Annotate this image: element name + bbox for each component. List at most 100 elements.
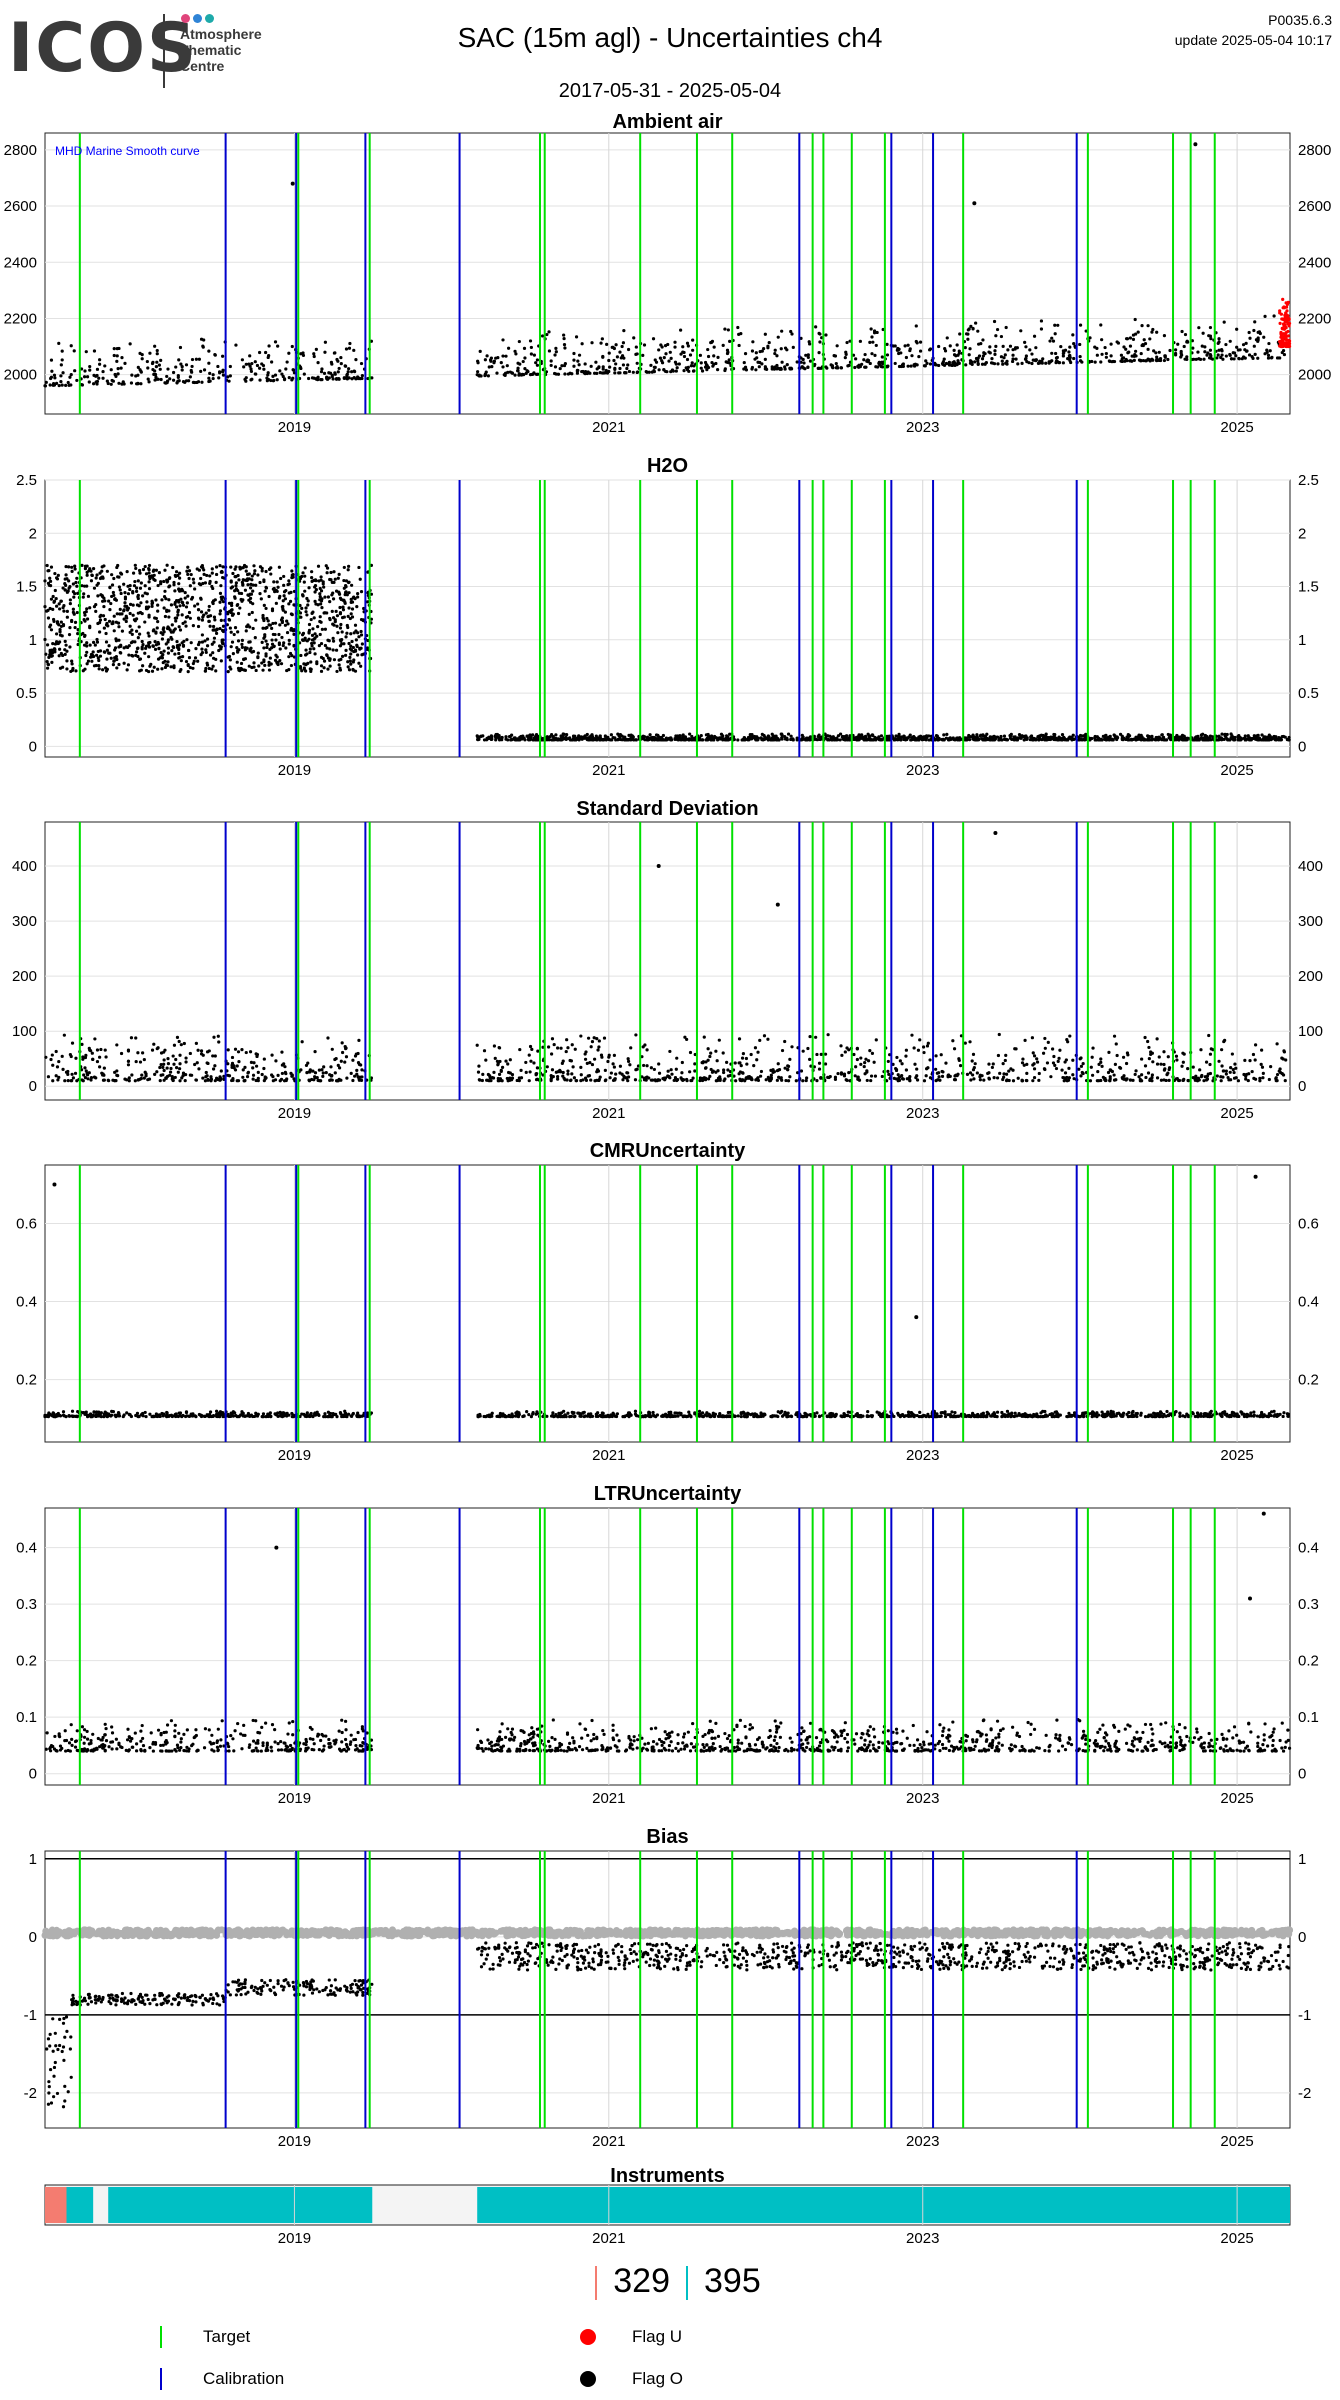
data-point <box>55 621 60 625</box>
data-point <box>795 360 799 364</box>
data-point <box>170 623 174 627</box>
data-point <box>175 640 179 644</box>
data-point <box>212 636 217 640</box>
data-point <box>151 629 155 633</box>
data-point <box>1067 350 1071 354</box>
data-point <box>762 346 766 351</box>
data-point <box>88 626 92 630</box>
data-point <box>980 1074 984 1078</box>
data-point <box>303 662 307 666</box>
data-point <box>517 372 521 376</box>
data-point <box>545 332 549 337</box>
data-point <box>357 661 361 665</box>
data-point <box>939 1053 943 1057</box>
data-point <box>290 569 294 573</box>
data-point <box>574 335 579 339</box>
data-point <box>1148 337 1152 341</box>
data-point <box>304 669 308 673</box>
data-point <box>115 354 119 358</box>
data-point <box>180 587 184 592</box>
data-point <box>57 602 61 606</box>
data-point <box>337 366 341 371</box>
data-point <box>305 613 309 617</box>
data-point <box>234 581 238 585</box>
data-point <box>1077 1067 1081 1071</box>
data-point <box>350 377 354 381</box>
data-point <box>86 659 91 663</box>
data-point <box>332 570 336 574</box>
data-point <box>57 341 61 346</box>
data-point <box>264 606 268 611</box>
data-point <box>894 734 898 738</box>
data-point <box>178 669 182 673</box>
data-point <box>164 381 168 385</box>
data-point <box>484 1058 488 1062</box>
data-point <box>196 624 201 629</box>
data-point <box>1224 354 1228 358</box>
data-point <box>1030 352 1034 356</box>
data-point <box>304 610 308 614</box>
data-point <box>902 737 906 742</box>
data-point <box>322 585 326 589</box>
data-point <box>162 626 166 630</box>
data-point <box>506 370 510 374</box>
data-point <box>267 567 272 571</box>
data-point <box>903 344 907 348</box>
data-point <box>268 656 272 660</box>
data-point <box>91 650 95 654</box>
data-point <box>282 574 286 579</box>
data-point <box>967 353 971 357</box>
data-point <box>153 372 158 377</box>
data-point <box>107 644 111 648</box>
data-point <box>1104 355 1108 359</box>
data-point <box>135 382 139 386</box>
data-point <box>717 1038 721 1042</box>
data-point <box>178 1062 182 1066</box>
data-point <box>230 1055 235 1060</box>
data-point <box>1251 736 1255 741</box>
data-point <box>154 598 158 602</box>
data-point <box>258 592 262 596</box>
data-point <box>248 586 253 590</box>
data-point <box>101 376 105 380</box>
data-point <box>340 616 345 620</box>
data-point <box>1078 323 1083 327</box>
data-point <box>1126 732 1130 737</box>
data-point <box>862 358 866 362</box>
data-point <box>712 345 716 349</box>
data-point <box>122 646 126 650</box>
data-point <box>58 633 63 637</box>
x-tick-label: 2021 <box>592 762 625 779</box>
data-point <box>190 597 194 601</box>
data-point <box>868 361 872 366</box>
data-point <box>699 733 703 738</box>
data-point <box>1126 737 1130 741</box>
data-point <box>60 358 64 362</box>
data-point <box>840 735 844 739</box>
data-point <box>69 373 73 377</box>
data-point <box>1286 322 1290 326</box>
data-point <box>1281 349 1286 353</box>
data-point <box>302 372 306 376</box>
data-point <box>63 577 67 581</box>
logo-subtitle-line: Centre <box>180 58 225 74</box>
data-point <box>263 663 267 667</box>
data-point <box>359 617 364 622</box>
logo-divider <box>163 14 165 88</box>
data-point <box>97 376 101 380</box>
data-point <box>1071 333 1075 337</box>
data-point <box>1283 735 1287 739</box>
data-point <box>646 737 650 741</box>
data-point <box>596 1048 600 1052</box>
data-point <box>154 568 158 572</box>
data-point <box>1200 344 1204 348</box>
data-point <box>73 620 78 624</box>
data-point <box>608 1076 612 1080</box>
data-point <box>174 1066 179 1070</box>
data-point <box>1016 362 1020 366</box>
data-point <box>103 650 107 654</box>
data-point <box>186 572 190 576</box>
y-tick-label-right: 1.5 <box>1298 579 1319 596</box>
data-point <box>1281 306 1285 310</box>
data-point <box>562 333 566 337</box>
